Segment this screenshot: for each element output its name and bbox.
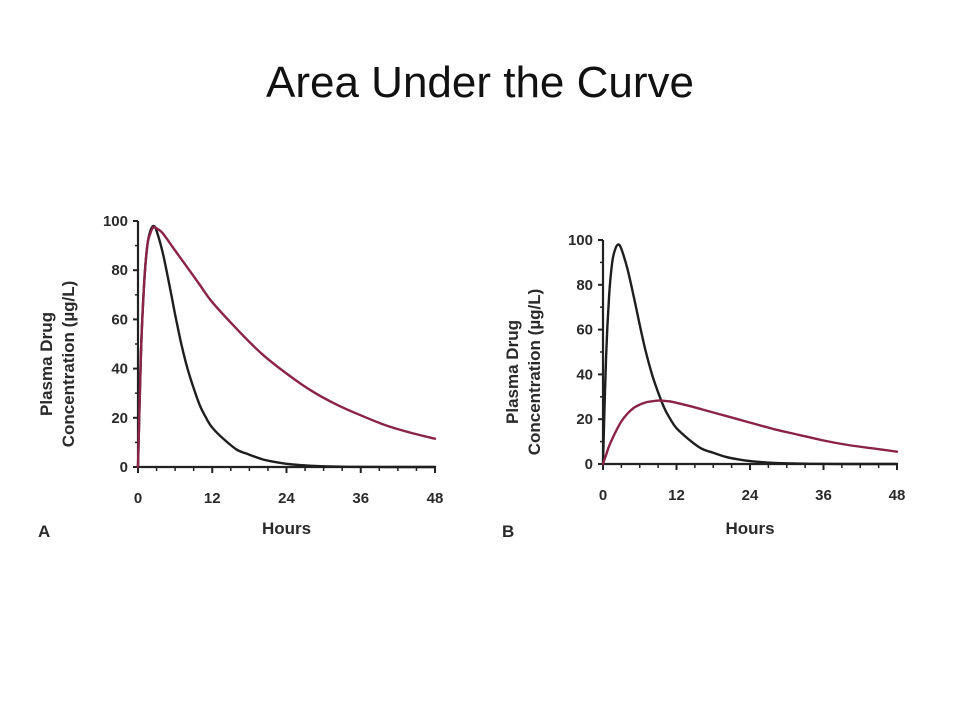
x-tick-label: 12 — [668, 487, 685, 504]
x-tick-label: 36 — [815, 487, 832, 504]
y-tick-label: 0 — [120, 459, 128, 476]
slide-title: Area Under the Curve — [266, 58, 694, 107]
y-tick-label: 40 — [576, 366, 593, 383]
y-tick-label: 60 — [576, 322, 593, 339]
x-axis-title: Hours — [725, 519, 774, 538]
chart-panel-b: 0 20 40 60 80 100 0 12 24 36 48 Hours Plasma Drug Con… — [502, 232, 905, 541]
y-tick-label: 80 — [576, 277, 593, 294]
y-tick-label: 80 — [111, 262, 128, 279]
y-tick-label: 20 — [576, 411, 593, 428]
y-tick-label: 20 — [111, 410, 128, 427]
series-line-2 — [136, 225, 437, 469]
x-tick-label: 0 — [599, 487, 607, 504]
chart-panel-a: 0 20 40 60 80 100 0 12 24 36 48 Hours Plasma Drug Con… — [37, 213, 443, 541]
x-tick-label: 24 — [278, 490, 295, 507]
x-axis-title: Hours — [262, 519, 311, 538]
y-axis-title-line2: Concentration (µg/L) — [59, 281, 78, 448]
series-line-2 — [601, 399, 899, 466]
x-tick-label: 48 — [889, 487, 906, 504]
x-tick-label: 12 — [204, 490, 221, 507]
y-tick-label: 100 — [103, 213, 128, 230]
y-axis-title-line2: Concentration (µg/L) — [525, 289, 544, 456]
panel-label: A — [38, 522, 50, 541]
x-tick-label: 36 — [352, 490, 369, 507]
y-tick-label: 0 — [585, 456, 593, 473]
y-tick-label: 40 — [111, 361, 128, 378]
y-axis-title-line1: Plasma Drug — [503, 320, 522, 424]
y-axis-title-line1: Plasma Drug — [37, 312, 56, 416]
y-tick-label: 60 — [111, 311, 128, 328]
x-tick-label: 48 — [427, 490, 444, 507]
panel-label: B — [502, 522, 514, 541]
x-tick-label: 24 — [742, 487, 759, 504]
y-tick-label: 100 — [568, 232, 593, 249]
x-tick-label: 0 — [134, 490, 142, 507]
series-line-1 — [601, 243, 899, 466]
